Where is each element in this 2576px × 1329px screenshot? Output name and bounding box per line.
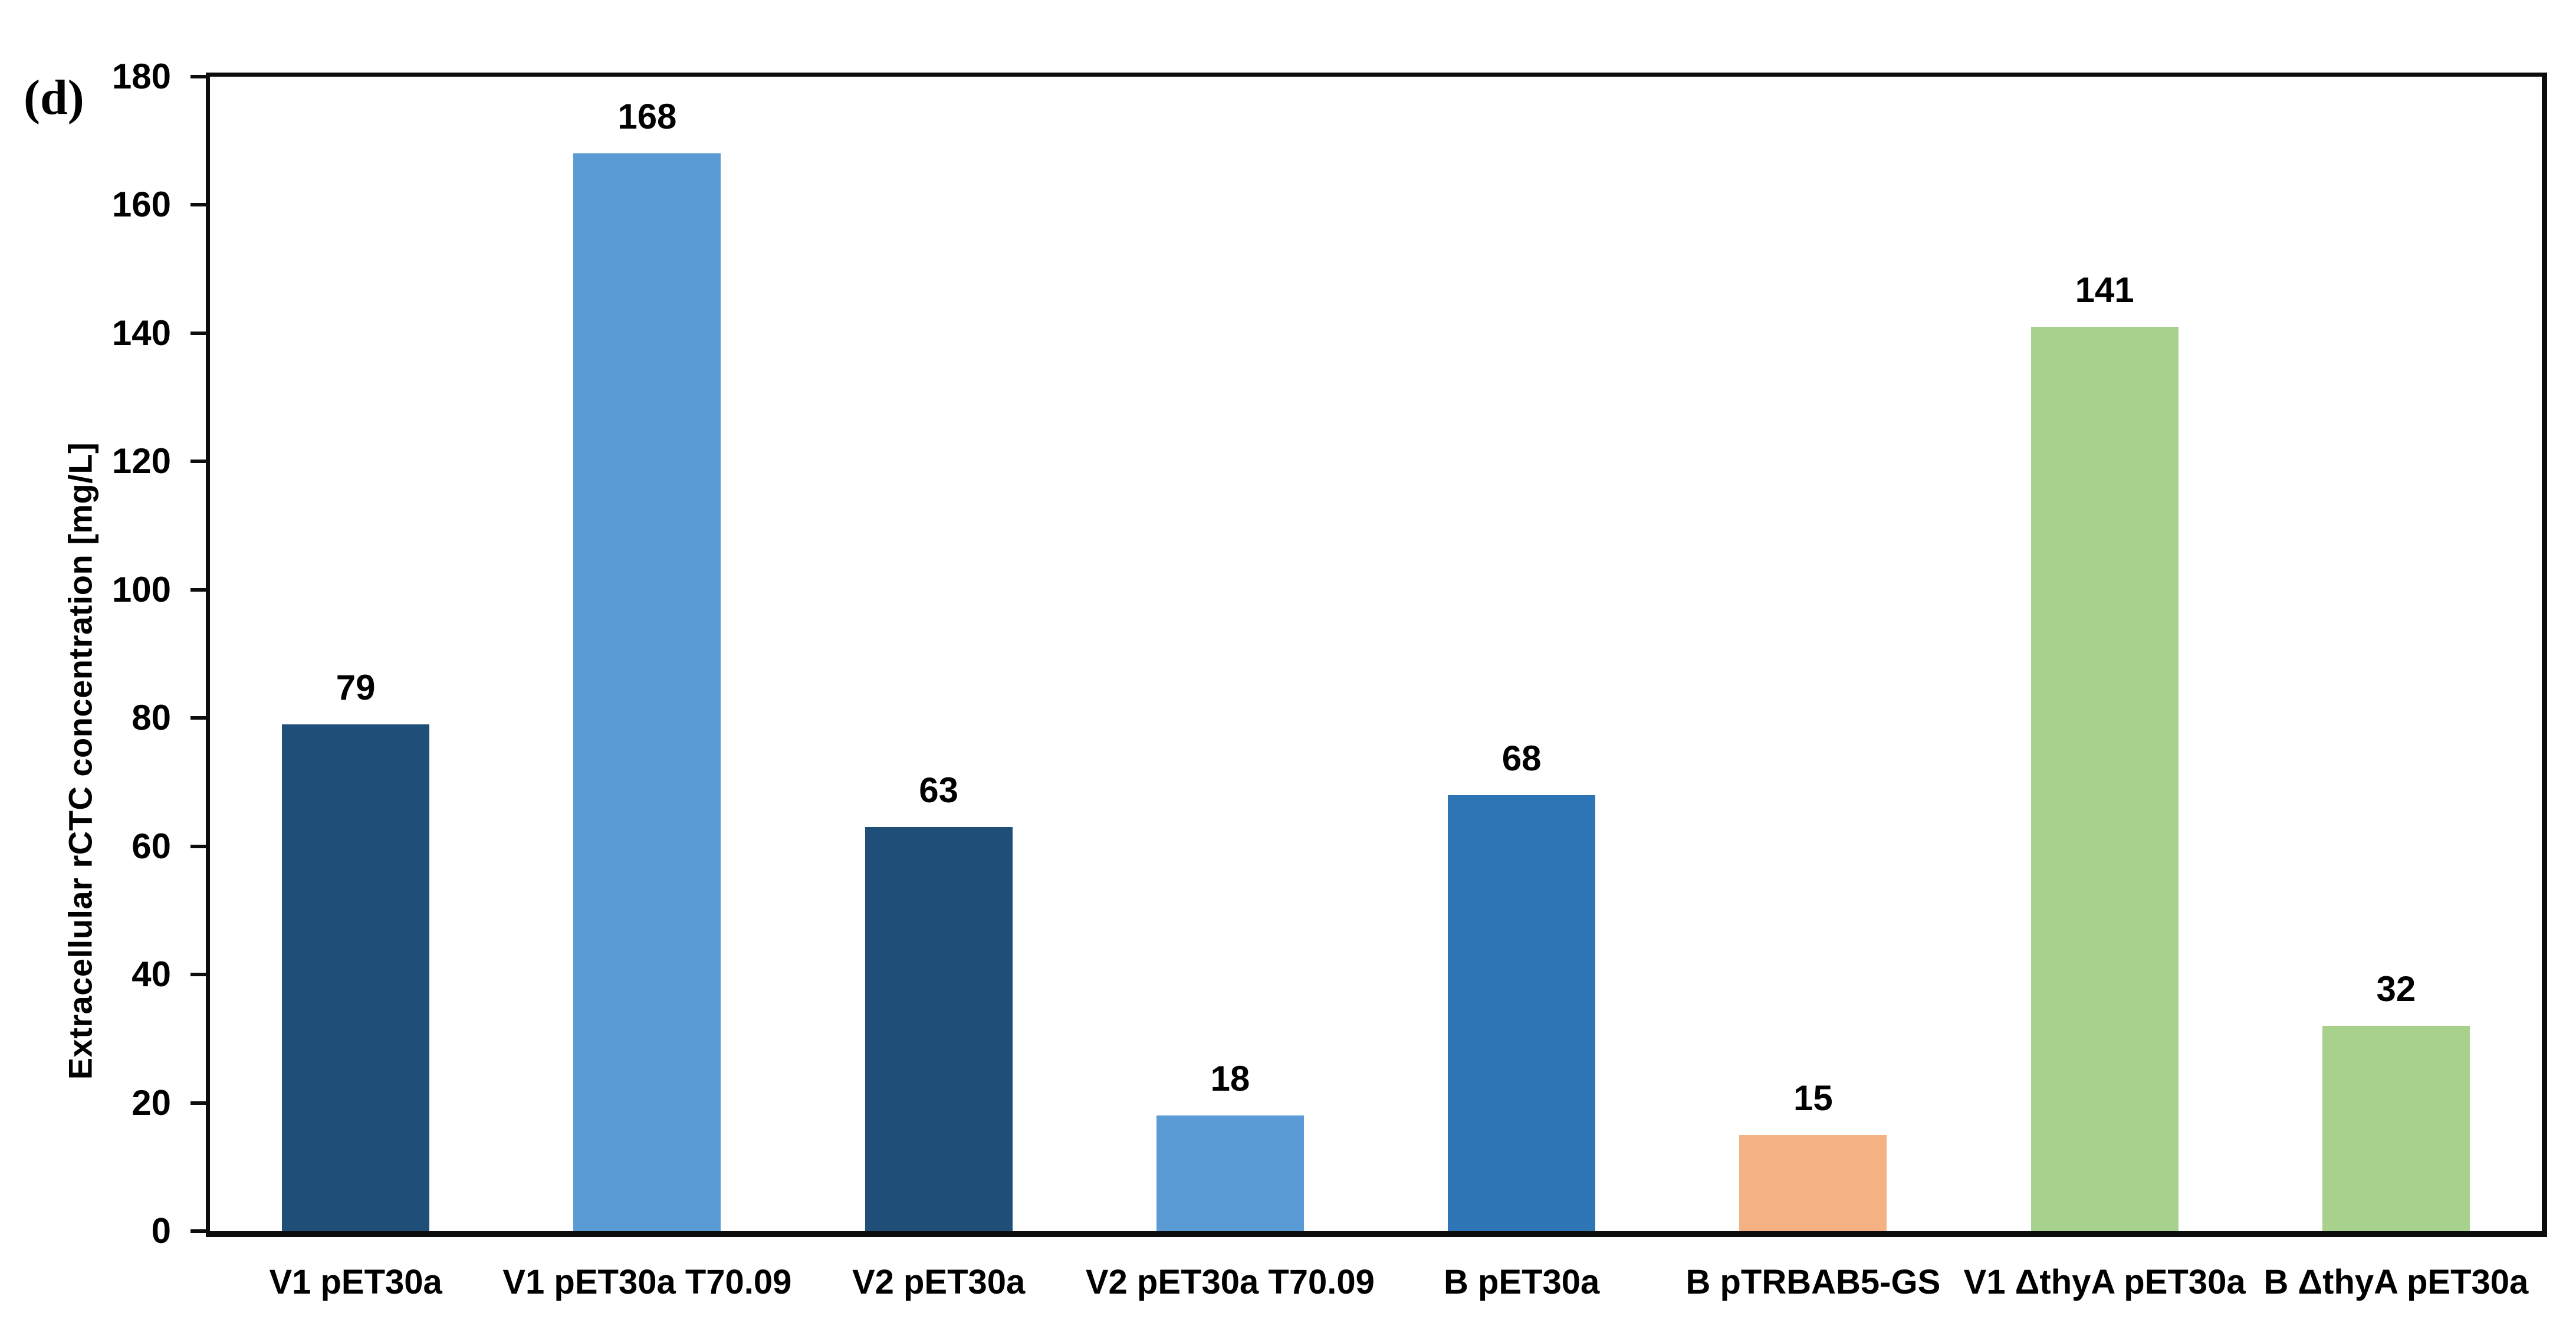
bar bbox=[573, 153, 721, 1231]
x-axis-category-label: V2 pET30a bbox=[852, 1263, 1026, 1301]
bar-value-label: 68 bbox=[1501, 738, 1542, 778]
x-axis-category-label: V1 pET30a T70.09 bbox=[502, 1263, 792, 1301]
bar-value-label: 32 bbox=[2376, 969, 2416, 1009]
y-axis-tick bbox=[190, 1229, 206, 1233]
y-axis-tick-label: 40 bbox=[132, 954, 171, 995]
y-axis-tick bbox=[190, 844, 206, 848]
y-axis-tick bbox=[190, 331, 206, 335]
bar bbox=[865, 827, 1013, 1231]
panel-label: (d) bbox=[24, 70, 84, 125]
y-axis-tick bbox=[190, 1101, 206, 1105]
bar bbox=[1448, 795, 1596, 1231]
bar-value-label: 168 bbox=[617, 97, 677, 137]
x-axis-category-label: B ΔthyA pET30a bbox=[2263, 1263, 2529, 1301]
y-axis-tick bbox=[190, 588, 206, 592]
bar-value-label: 63 bbox=[919, 770, 958, 810]
y-axis-tick-label: 0 bbox=[151, 1211, 171, 1251]
bar-value-label: 141 bbox=[2075, 270, 2134, 310]
bar-value-label: 79 bbox=[336, 668, 376, 708]
y-axis-tick-label: 20 bbox=[132, 1082, 171, 1123]
y-axis-tick-label: 120 bbox=[111, 441, 171, 481]
y-axis-tick bbox=[190, 460, 206, 464]
y-axis-tick-label: 140 bbox=[111, 313, 171, 353]
x-axis-category-label: V1 pET30a bbox=[269, 1263, 442, 1301]
y-axis-tick-label: 160 bbox=[111, 185, 171, 225]
plot-area: 0 20 40 60 80 100 120 140 160 180 79 V1 pET30a 168 V1… bbox=[112, 59, 2547, 1300]
bar-value-label: 15 bbox=[1793, 1078, 1833, 1118]
y-axis-tick-label: 180 bbox=[111, 57, 171, 96]
x-axis-category-label: V2 pET30a T70.09 bbox=[1085, 1263, 1375, 1301]
bar bbox=[1739, 1134, 1887, 1231]
x-axis-category-label: V1 ΔthyA pET30a bbox=[1963, 1263, 2246, 1301]
y-axis-tick-label: 100 bbox=[111, 569, 171, 609]
x-axis-category-label: B pET30a bbox=[1443, 1263, 1600, 1301]
y-axis-tick bbox=[190, 203, 206, 207]
y-axis-tick-label: 60 bbox=[132, 826, 171, 866]
bar bbox=[282, 724, 430, 1231]
bar-value-label: 18 bbox=[1210, 1059, 1250, 1099]
y-axis-tick bbox=[190, 75, 206, 78]
y-axis-tick bbox=[190, 973, 206, 977]
x-axis-category-label: B pTRBAB5-GS bbox=[1685, 1263, 1941, 1301]
y-axis-tick-label: 80 bbox=[132, 698, 171, 738]
bar bbox=[2030, 327, 2179, 1231]
bar bbox=[1156, 1115, 1304, 1231]
bar bbox=[2322, 1026, 2470, 1231]
y-axis-tick bbox=[190, 716, 206, 720]
